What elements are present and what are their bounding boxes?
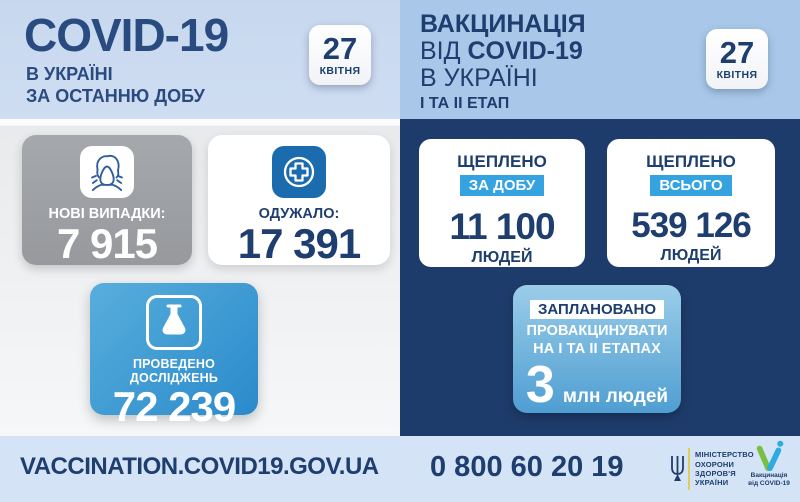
tests-value: 72 239: [112, 383, 236, 430]
total-tag: ВСЬОГО: [650, 175, 732, 196]
new-cases-value: 7 915: [56, 220, 158, 267]
vaccination-line3: В УКРАЇНІ: [420, 64, 538, 92]
vaccinated-per-day-card: ЩЕПЛЕНО ЗА ДОБУ 11 100 ЛЮДЕЙ: [419, 139, 585, 267]
logo-separator: [688, 448, 690, 490]
vaccinated-total-label: ЩЕПЛЕНО: [646, 152, 736, 171]
date-day: 27: [322, 31, 358, 66]
v-logo-text: Вакцинація: [750, 472, 788, 479]
new-cases-label: НОВІ ВИПАДКИ:: [48, 206, 166, 222]
vaccinated-total-value: 539 126: [631, 206, 752, 245]
date-month: КВІТНЯ: [716, 69, 758, 81]
planned-line2: НА І ТА ІІ ЕТАПАХ: [533, 341, 661, 357]
tests-card: ПРОВЕДЕНО ДОСЛІДЖЕНЬ 72 239: [90, 283, 258, 428]
footer-bar: [0, 436, 800, 502]
date-month: КВІТНЯ: [319, 65, 361, 77]
recovered-card: ОДУЖАЛО: 17 391: [208, 135, 390, 265]
lab-flask-icon: [146, 295, 202, 350]
planned-vaccination-card: ЗАПЛАНОВАНО ПРОВАКЦИНУВАТИ НА І ТА ІІ ЕТ…: [513, 285, 681, 413]
vaccination-stage-label: І ТА ІІ ЕТАП: [420, 95, 510, 112]
ministry-text: МІНІСТЕРСТВО ОХОРОНИ ЗДОРОВ'Я УКРАЇНИ: [695, 450, 754, 488]
ministry-line: ЗДОРОВ'Я: [695, 469, 736, 478]
hotline-phone: 0 800 60 20 19: [430, 451, 624, 483]
covid-title: COVID-19: [24, 9, 229, 61]
vaccination-line2-prefix: ВІД: [420, 37, 468, 65]
vaccinated-total-card: ЩЕПЛЕНО ВСЬОГО 539 126 ЛЮДЕЙ: [607, 139, 775, 267]
covid-subtitle-ukraine: В УКРАЇНІ: [26, 64, 113, 84]
new-cases-card: НОВІ ВИПАДКИ: 7 915: [22, 135, 192, 265]
vaccination-url: VACCINATION.COVID19.GOV.UA: [20, 453, 379, 480]
medical-cross-icon: [272, 146, 326, 198]
vaccination-title: ВАКЦИНАЦІЯ: [420, 10, 586, 38]
vaccinated-per-day-label: ЩЕПЛЕНО: [457, 152, 547, 171]
vaccinated-per-day-value: 11 100: [449, 206, 555, 247]
planned-value-row: 3 млн людей: [526, 359, 668, 411]
vaccination-line2-bold: COVID-19: [467, 37, 583, 65]
ministry-line: МІНІСТЕРСТВО: [695, 450, 754, 460]
recovered-label: ОДУЖАЛО:: [258, 206, 340, 222]
per-day-tag: ЗА ДОБУ: [459, 175, 545, 196]
planned-tag: ЗАПЛАНОВАНО: [529, 300, 665, 319]
date-box-left: 27 КВІТНЯ: [309, 25, 371, 85]
covid-subtitle-period: ЗА ОСТАННЮ ДОБУ: [26, 86, 205, 106]
date-day: 27: [719, 35, 755, 70]
trident-icon: [671, 456, 684, 481]
planned-unit: млн людей: [562, 386, 669, 407]
sneezing-person-icon: [80, 146, 134, 198]
vaccinated-per-day-unit: ЛЮДЕЙ: [471, 249, 533, 266]
planned-line1: ПРОВАКЦИНУВАТИ: [526, 323, 668, 339]
tests-label: ПРОВЕДЕНО ДОСЛІДЖЕНЬ: [129, 357, 219, 385]
v-logo-text: від COVID-19: [748, 480, 790, 488]
ministry-line: ОХОРОНИ: [695, 459, 735, 469]
date-box-right: 27 КВІТНЯ: [706, 29, 768, 89]
recovered-value: 17 391: [237, 220, 361, 267]
ministry-line: УКРАЇНИ: [695, 478, 729, 488]
vaccination-campaign-logo: Вакцинація від COVID-19: [744, 440, 794, 489]
v-checkmark-icon: [756, 440, 784, 472]
vaccinated-total-unit: ЛЮДЕЙ: [660, 247, 722, 264]
vaccination-line2: ВІД COVID-19: [420, 37, 583, 66]
planned-value: 3: [525, 356, 555, 414]
ministry-logo: МІНІСТЕРСТВО ОХОРОНИ ЗДОРОВ'Я УКРАЇНИ: [670, 444, 754, 494]
